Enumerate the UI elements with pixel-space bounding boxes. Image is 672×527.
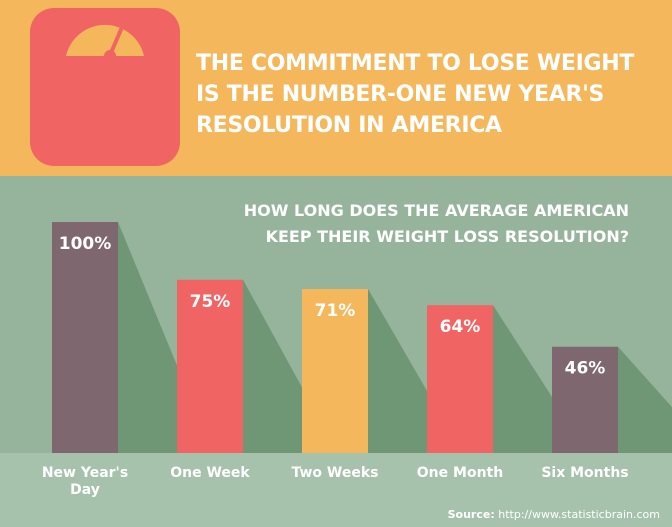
- source-credit: Source: http://www.statisticbrain.com: [448, 508, 660, 521]
- question-line: KEEP THEIR WEIGHT LOSS RESOLUTION?: [265, 227, 629, 246]
- page-title: THE COMMITMENT TO LOSE WEIGHT IS THE NUM…: [196, 48, 666, 141]
- bar-shadow: [618, 346, 672, 453]
- value-label: 46%: [565, 359, 606, 379]
- category-label: Two Weeks: [291, 465, 378, 481]
- category-label: New Year's Day: [42, 465, 128, 498]
- title-line: THE COMMITMENT TO LOSE WEIGHT: [196, 51, 635, 76]
- value-label: 75%: [190, 292, 231, 312]
- value-label: 100%: [59, 234, 112, 254]
- category-labels: New Year's Day One Week Two Weeks One Month S…: [42, 465, 629, 498]
- bar: [177, 279, 243, 453]
- value-labels: 100% 75% 71% 64% 46%: [59, 234, 606, 379]
- category-label: One Month: [417, 465, 503, 481]
- category-label: One Week: [170, 465, 250, 481]
- bar: [52, 222, 118, 453]
- bar-chart: 100% 75% 71% 64% 46% New Year's Day One Week Tw…: [0, 222, 672, 527]
- value-label: 64%: [440, 317, 481, 337]
- title-line: IS THE NUMBER-ONE NEW YEAR'S: [196, 82, 605, 107]
- bar: [552, 346, 618, 453]
- title-line: RESOLUTION IN AMERICA: [196, 113, 502, 138]
- bar: [302, 288, 368, 453]
- source-url: http://www.statisticbrain.com: [498, 508, 660, 521]
- bar: [427, 305, 493, 453]
- category-label: Six Months: [541, 465, 628, 481]
- question-line: HOW LONG DOES THE AVERAGE AMERICAN: [243, 201, 629, 220]
- source-label: Source:: [447, 508, 495, 521]
- chart-floor: [0, 453, 672, 527]
- chart-question: HOW LONG DOES THE AVERAGE AMERICAN KEEP …: [189, 198, 629, 250]
- bars: [52, 222, 618, 453]
- bathroom-scale-icon: [30, 8, 180, 166]
- value-label: 71%: [315, 301, 356, 321]
